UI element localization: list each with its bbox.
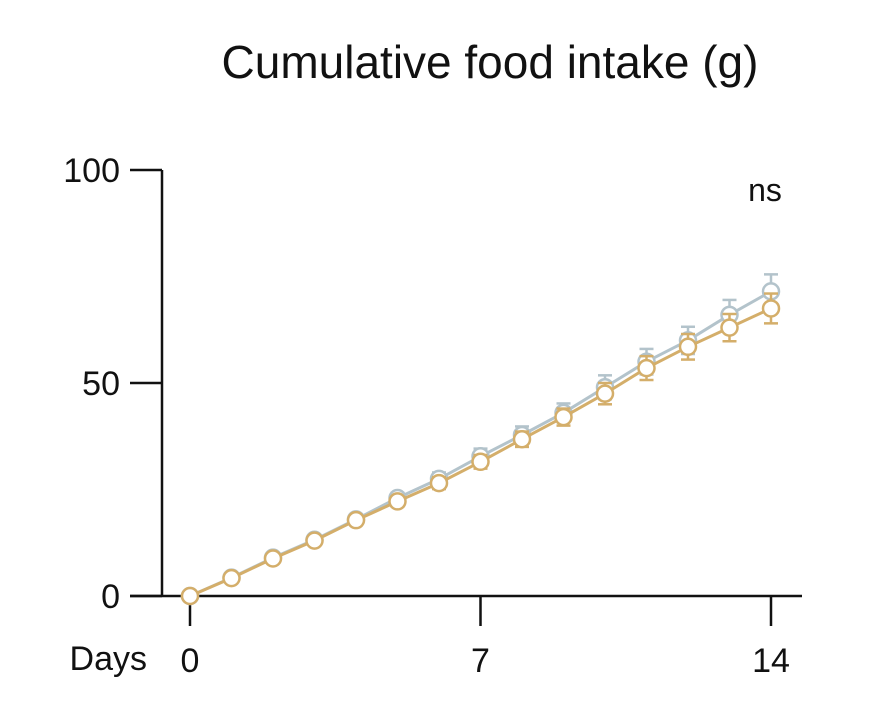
data-point: [761, 299, 781, 318]
x-tick-label: 7: [471, 642, 490, 680]
data-point: [388, 492, 407, 511]
data-point: [180, 586, 200, 606]
x-tick-label: 0: [181, 642, 200, 680]
chart-title: Cumulative food intake (g): [222, 36, 759, 88]
data-point: [471, 452, 490, 472]
series-layer: [180, 273, 781, 606]
data-point: [512, 429, 532, 449]
data-point: [595, 384, 615, 403]
x-axis-label: Days: [70, 640, 147, 678]
x-tick-label: 14: [752, 642, 790, 680]
y-tick-label: 0: [101, 578, 120, 616]
significance-annotation: ns: [748, 172, 782, 208]
data-point: [637, 358, 656, 378]
data-point: [263, 549, 283, 568]
data-point: [346, 510, 366, 530]
data-point: [429, 473, 449, 493]
data-point: [720, 318, 739, 337]
series-2: [180, 292, 781, 606]
y-tick-label: 100: [63, 152, 120, 190]
data-point: [222, 568, 241, 588]
data-point: [678, 337, 698, 357]
data-point: [554, 407, 573, 427]
data-point: [305, 531, 324, 550]
y-tick-label: 50: [82, 365, 120, 403]
ticks-layer: 0 50 100 0 7 14: [63, 152, 790, 680]
